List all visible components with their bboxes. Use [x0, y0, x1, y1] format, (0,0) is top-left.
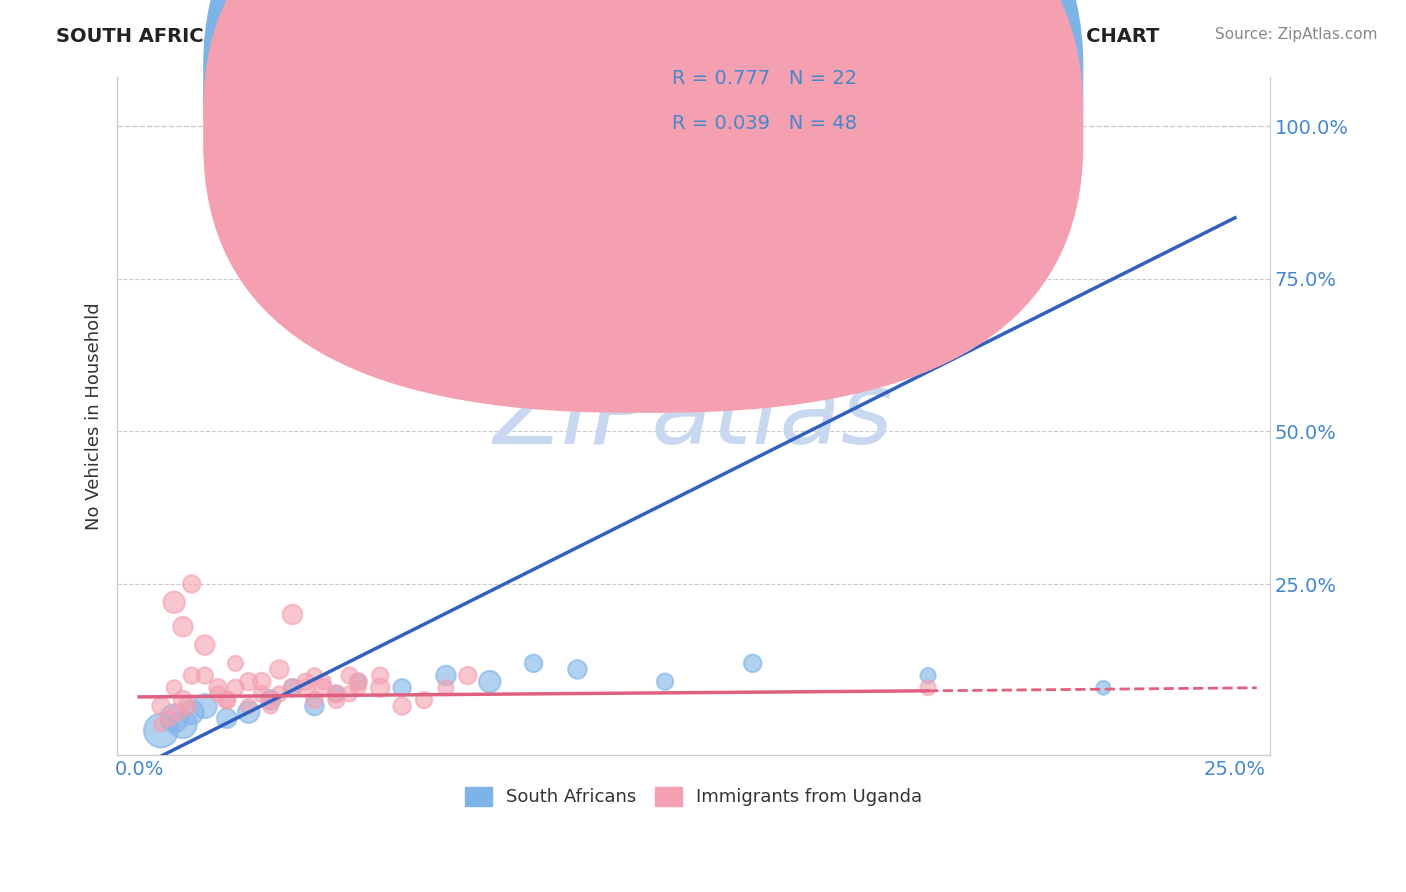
Point: [194, 668, 217, 682]
Point: [312, 681, 335, 695]
Point: [180, 577, 202, 591]
Point: [339, 687, 361, 701]
Point: [180, 668, 202, 682]
Point: [176, 699, 198, 714]
Point: [1092, 681, 1115, 695]
Point: [368, 120, 391, 134]
Point: [368, 668, 391, 682]
Point: [172, 693, 194, 707]
Point: [194, 638, 217, 652]
Text: R = 0.039   N = 48: R = 0.039 N = 48: [672, 113, 858, 133]
Point: [294, 681, 316, 695]
Point: [391, 681, 413, 695]
Point: [150, 723, 173, 738]
Text: Source: ZipAtlas.com: Source: ZipAtlas.com: [1215, 27, 1378, 42]
Point: [304, 699, 326, 714]
Point: [207, 687, 229, 701]
Point: [207, 681, 229, 695]
Point: [259, 693, 281, 707]
Point: [150, 699, 173, 714]
Point: [347, 674, 370, 689]
Point: [269, 663, 291, 677]
Point: [325, 687, 347, 701]
Point: [225, 657, 247, 671]
Point: [413, 693, 436, 707]
Point: [434, 668, 457, 682]
Point: [163, 595, 186, 609]
Point: [238, 699, 260, 714]
Point: [325, 687, 347, 701]
Point: [172, 717, 194, 731]
Point: [269, 687, 291, 701]
Text: ZIPatlas: ZIPatlas: [494, 368, 893, 465]
Point: [304, 668, 326, 682]
Point: [917, 681, 939, 695]
Point: [347, 681, 370, 695]
Point: [215, 693, 238, 707]
Point: [281, 681, 304, 695]
Point: [304, 693, 326, 707]
Point: [215, 693, 238, 707]
Point: [654, 674, 676, 689]
Point: [180, 705, 202, 719]
Point: [259, 699, 281, 714]
Point: [250, 674, 273, 689]
Point: [478, 674, 501, 689]
Point: [523, 657, 546, 671]
Point: [917, 668, 939, 682]
Point: [294, 674, 316, 689]
Point: [391, 699, 413, 714]
Point: [434, 681, 457, 695]
Point: [325, 693, 347, 707]
Point: [567, 663, 589, 677]
Point: [457, 668, 479, 682]
Point: [312, 674, 335, 689]
Y-axis label: No Vehicles in Household: No Vehicles in Household: [86, 302, 103, 530]
Point: [741, 657, 763, 671]
Point: [281, 607, 304, 622]
Point: [368, 681, 391, 695]
Point: [194, 699, 217, 714]
Point: [215, 711, 238, 725]
Point: [159, 711, 181, 725]
Point: [347, 674, 370, 689]
Point: [167, 705, 190, 719]
Point: [259, 693, 281, 707]
Point: [163, 711, 186, 725]
Point: [250, 687, 273, 701]
Point: [163, 681, 186, 695]
Text: SOUTH AFRICAN VS IMMIGRANTS FROM UGANDA NO VEHICLES IN HOUSEHOLD CORRELATION CHA: SOUTH AFRICAN VS IMMIGRANTS FROM UGANDA …: [56, 27, 1160, 45]
Point: [150, 717, 173, 731]
Point: [281, 681, 304, 695]
Point: [238, 705, 260, 719]
Point: [172, 620, 194, 634]
Text: R = 0.777   N = 22: R = 0.777 N = 22: [672, 69, 858, 88]
Point: [238, 674, 260, 689]
Point: [339, 668, 361, 682]
Point: [225, 681, 247, 695]
Legend: South Africans, Immigrants from Uganda: South Africans, Immigrants from Uganda: [457, 780, 929, 814]
